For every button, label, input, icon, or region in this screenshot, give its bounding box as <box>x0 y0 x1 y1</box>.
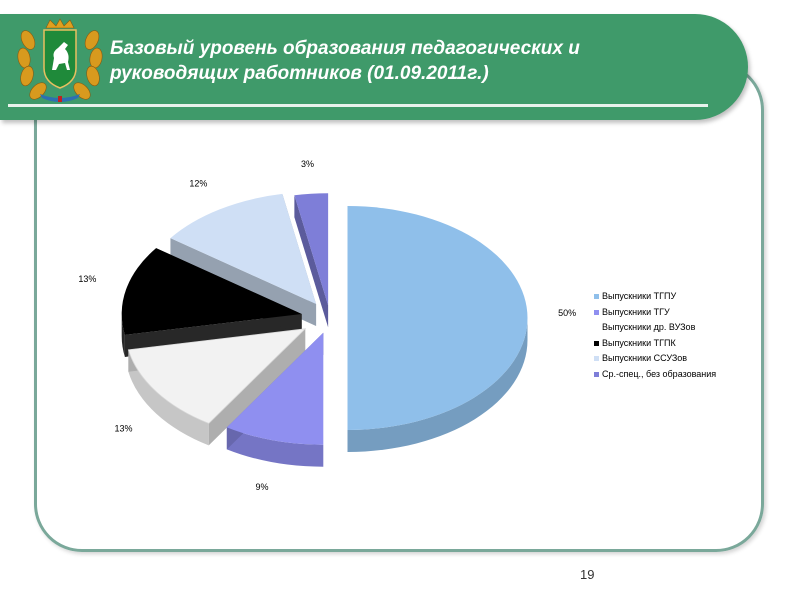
legend-swatch <box>594 340 599 346</box>
legend-item: Выпускники ТГУ <box>594 305 754 321</box>
legend-swatch <box>594 371 599 377</box>
pie-slice <box>121 248 302 335</box>
legend-label: Выпускники ТГПК <box>602 337 676 348</box>
pie-data-label: 9% <box>256 482 269 492</box>
chart-legend: Выпускники ТГПУ Выпускники ТГУ Выпускник… <box>594 289 754 382</box>
pie-slice <box>127 328 307 424</box>
slide-title: Базовый уровень образования педагогическ… <box>110 38 580 84</box>
page-number: 19 <box>580 567 595 582</box>
legend-label: Выпускники др. ВУЗов <box>602 322 696 332</box>
pie-data-label: 50% <box>558 308 576 318</box>
pie-slice-side <box>128 349 209 446</box>
legend-label: Выпускники ССУЗов <box>602 353 688 363</box>
legend-label: Выпускники ТГУ <box>602 306 670 317</box>
pie-slice <box>347 206 528 430</box>
pie-slice-wall <box>294 195 329 328</box>
pie-slice-side <box>347 318 528 452</box>
legend-swatch <box>594 309 599 315</box>
pie-slice <box>294 193 329 306</box>
legend-label: Ср.-спец., без образования <box>602 368 717 379</box>
pie-data-label: 12% <box>189 179 207 189</box>
pie-slice <box>226 332 324 445</box>
pie-data-label: 3% <box>301 159 314 169</box>
header-divider <box>8 104 708 107</box>
pie-slice-side <box>226 427 324 467</box>
legend-swatch <box>594 325 599 330</box>
pie-data-label: 13% <box>115 424 133 434</box>
pie-slice <box>170 193 317 304</box>
legend-item: Выпускники ССУЗов <box>594 351 754 367</box>
pie-data-label: 13% <box>78 274 96 284</box>
legend-item: Ср.-спец., без образования <box>594 367 754 383</box>
legend-swatch <box>594 356 599 361</box>
header-band <box>0 14 748 120</box>
legend-swatch <box>594 294 599 299</box>
tomsk-coat-of-arms-icon <box>17 18 103 102</box>
legend-item: Выпускники ТГПУ <box>594 289 754 305</box>
pie-slice-wall <box>208 328 306 446</box>
pie-slice-side <box>121 313 125 357</box>
legend-item: Выпускники др. ВУЗов <box>594 320 754 336</box>
legend-item: Выпускники ТГПК <box>594 336 754 352</box>
legend-label: Выпускники ТГПУ <box>602 291 677 301</box>
